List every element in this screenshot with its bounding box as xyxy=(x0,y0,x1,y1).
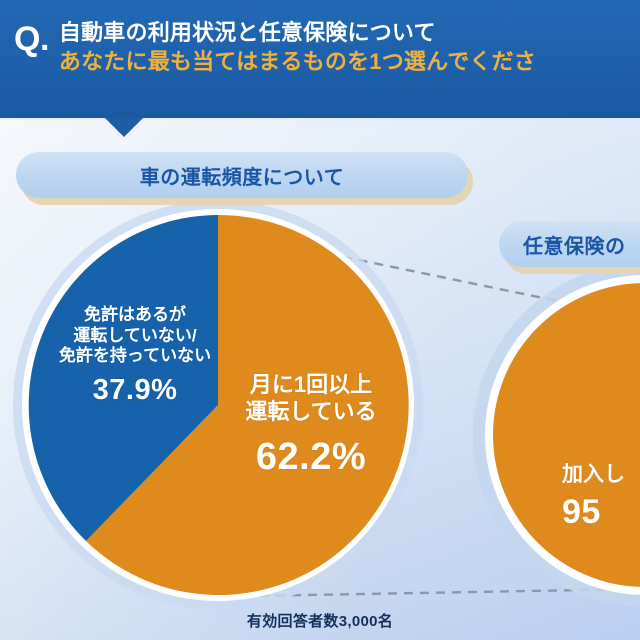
pie-label-no-drive: 免許はあるが 運転していない/ 免許を持っていない 37.9% xyxy=(32,305,238,409)
section-title-left: 車の運転頻度について xyxy=(16,152,468,198)
question-line-1: 自動車の利用状況と任意保険について xyxy=(58,20,436,45)
header-pointer-triangle xyxy=(105,118,143,137)
pie-label-no-drive-line2: 運転していない/ xyxy=(73,325,197,345)
pie-label-drives-percent: 62.2% xyxy=(255,435,367,478)
section-title-right: 任意保険の xyxy=(499,221,640,267)
question-header-inner: Q. 自動車の利用状況と任意保険について あなたに最も当てはまるものを1つ選んで… xyxy=(14,16,640,77)
pie-chart-driving-frequency xyxy=(13,200,423,610)
pie-label-no-drive-line3: 免許を持っていない xyxy=(58,346,212,366)
pie-label-drives: 月に1回以上 運転している 62.2% xyxy=(222,372,400,480)
pie-label-enrolled-line1: 加入し xyxy=(562,463,625,486)
pie-label-drives-line2: 運転している xyxy=(245,398,377,424)
pie-slice-left-no-drive xyxy=(28,215,218,541)
pie-slice-left-drives xyxy=(86,214,409,595)
pie-label-no-drive-percent: 37.9% xyxy=(92,374,178,407)
pie-chart-insurance xyxy=(473,263,640,607)
pie-label-enrolled-percent: 95 xyxy=(562,492,601,531)
question-line-2: あなたに最も当てはまるものを1つ選んでくださ xyxy=(58,49,537,75)
question-header: Q. 自動車の利用状況と任意保険について あなたに最も当てはまるものを1つ選んで… xyxy=(0,0,640,118)
pie-label-drives-line1: 月に1回以上 xyxy=(249,372,373,397)
pie-label-enrolled: 加入し 95 xyxy=(562,462,640,533)
pie-slice-right-enrolled xyxy=(493,283,640,587)
question-text-block: 自動車の利用状況と任意保険について あなたに最も当てはまるものを1つ選んでくださ xyxy=(59,16,536,77)
respondent-count-caption: 有効回答者数3,000名 xyxy=(246,613,394,630)
question-mark-label: Q. xyxy=(14,20,49,58)
pie-label-no-drive-line1: 免許はあるが xyxy=(84,305,186,324)
